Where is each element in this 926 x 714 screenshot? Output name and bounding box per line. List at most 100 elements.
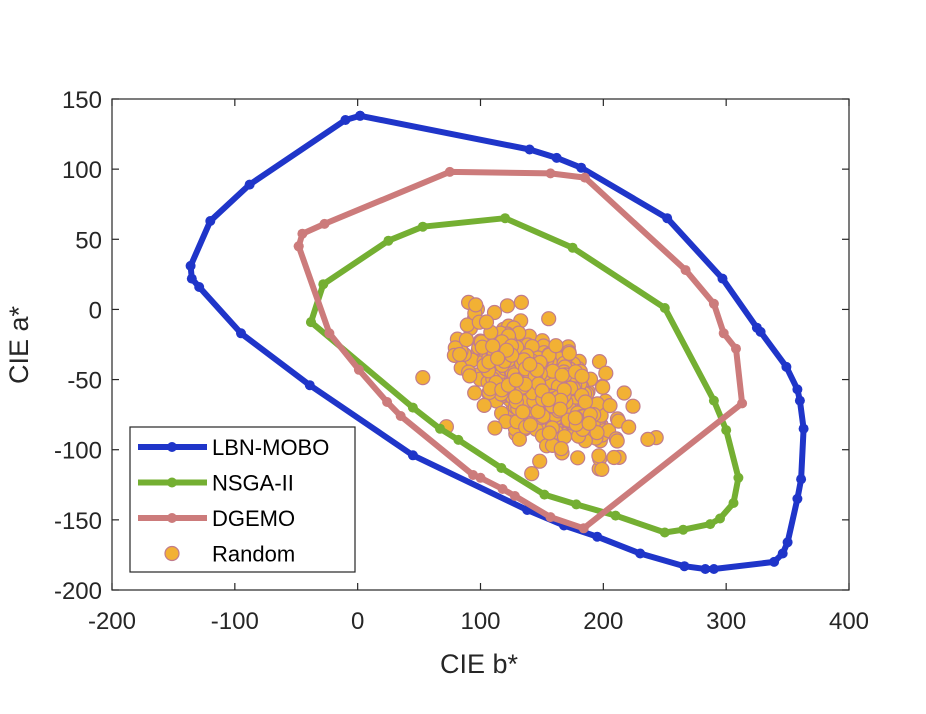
lbn-mobo-line xyxy=(187,112,807,572)
lbn-mobo-point xyxy=(186,273,197,284)
dgemo-point xyxy=(545,512,556,523)
legend-item-random: Random xyxy=(164,542,295,567)
random-point xyxy=(577,394,594,410)
random-point xyxy=(570,450,586,466)
dgemo-point xyxy=(444,166,455,177)
nsga-ii-point xyxy=(571,499,582,510)
nsga-ii-point xyxy=(435,423,445,434)
random-point xyxy=(609,433,625,449)
legend-swatch-marker xyxy=(167,513,177,523)
legend-label: NSGA-II xyxy=(212,471,294,496)
lbn-mobo-point xyxy=(796,474,807,485)
nsga-ii-point xyxy=(733,472,744,483)
random-point xyxy=(468,297,484,313)
legend-label: Random xyxy=(212,542,295,567)
random-point xyxy=(462,368,478,384)
random-point xyxy=(476,397,492,413)
lbn-mobo-point xyxy=(355,110,366,121)
random-point xyxy=(616,385,632,401)
series-nsga-ii xyxy=(306,213,744,538)
series-lbn-mobo xyxy=(185,110,809,574)
x-tick-label: 400 xyxy=(829,608,869,635)
x-tick-label: 100 xyxy=(460,608,500,635)
random-point xyxy=(490,350,506,366)
random-point xyxy=(553,441,569,457)
random-point xyxy=(554,367,570,383)
legend-swatch-marker xyxy=(167,477,177,488)
dgemo-line xyxy=(295,168,746,532)
random-point xyxy=(540,392,557,408)
nsga-ii-point xyxy=(500,213,511,224)
y-tick-label: -50 xyxy=(67,368,102,395)
lbn-mobo-point xyxy=(717,273,728,284)
random-point xyxy=(478,314,495,330)
random-point xyxy=(591,354,608,370)
lbn-mobo-point xyxy=(592,531,603,542)
dgemo-point xyxy=(731,343,741,354)
dgemo-point xyxy=(395,411,406,421)
dgemo-point xyxy=(293,241,304,252)
dgemo-point xyxy=(578,523,589,534)
nsga-ii-point xyxy=(453,434,464,445)
legend-swatch-marker xyxy=(164,545,180,562)
random-point xyxy=(640,431,656,447)
y-tick-label: 150 xyxy=(62,87,102,114)
lbn-mobo-point xyxy=(576,162,587,173)
random-point xyxy=(532,453,548,469)
nsga-ii-point xyxy=(318,279,329,290)
dgemo-point xyxy=(708,298,719,309)
nsga-ii-point xyxy=(610,510,621,521)
lbn-mobo-point xyxy=(635,548,646,559)
lbn-mobo-point xyxy=(304,380,315,391)
lbn-mobo-point xyxy=(662,213,673,224)
x-tick-label: -100 xyxy=(211,608,259,635)
lbn-mobo-point xyxy=(340,115,351,125)
random-point xyxy=(602,398,618,414)
dgemo-point xyxy=(737,398,748,409)
lbn-mobo-point xyxy=(194,282,205,292)
random-point xyxy=(511,431,528,447)
random-point xyxy=(567,410,583,426)
lbn-mobo-point xyxy=(700,564,711,574)
legend-label: DGEMO xyxy=(212,506,295,531)
random-point xyxy=(541,425,557,441)
random-point xyxy=(458,332,474,348)
nsga-ii-point xyxy=(567,242,578,253)
lbn-mobo-point xyxy=(798,423,809,434)
lbn-mobo-point xyxy=(407,450,418,461)
dgemo-point xyxy=(319,218,330,229)
lbn-mobo-point xyxy=(551,152,562,163)
lbn-mobo-point xyxy=(205,216,216,226)
dgemo-point xyxy=(297,228,308,239)
dgemo-point xyxy=(579,172,590,183)
lbn-mobo-point xyxy=(782,537,793,548)
dgemo-point xyxy=(353,364,364,375)
nsga-ii-point xyxy=(721,425,732,436)
lbn-mobo-point xyxy=(679,561,690,572)
dgemo-point xyxy=(497,484,508,494)
x-axis-title: CIE b* xyxy=(440,649,519,679)
dgemo-point xyxy=(468,470,479,480)
lbn-mobo-point xyxy=(794,395,805,406)
lbn-mobo-point xyxy=(244,179,255,190)
nsga-ii-point xyxy=(306,317,316,328)
random-point xyxy=(513,294,530,310)
random-point xyxy=(522,417,539,433)
nsga-ii-point xyxy=(705,519,716,530)
random-point xyxy=(452,346,468,363)
nsga-ii-point xyxy=(715,513,725,524)
lbn-mobo-point xyxy=(751,322,762,333)
dgemo-point xyxy=(382,397,393,407)
y-tick-label: 100 xyxy=(62,157,102,184)
dgemo-point xyxy=(718,328,729,339)
series-random xyxy=(415,294,664,482)
legend: LBN-MOBO NSGA-II DGEMO Random xyxy=(129,426,356,573)
random-point xyxy=(507,389,524,405)
nsga-ii-point xyxy=(496,463,507,473)
x-tick-label: -200 xyxy=(88,608,136,635)
random-point xyxy=(621,419,637,435)
plot-area xyxy=(185,110,809,574)
random-point xyxy=(561,345,577,361)
random-point xyxy=(594,461,610,477)
